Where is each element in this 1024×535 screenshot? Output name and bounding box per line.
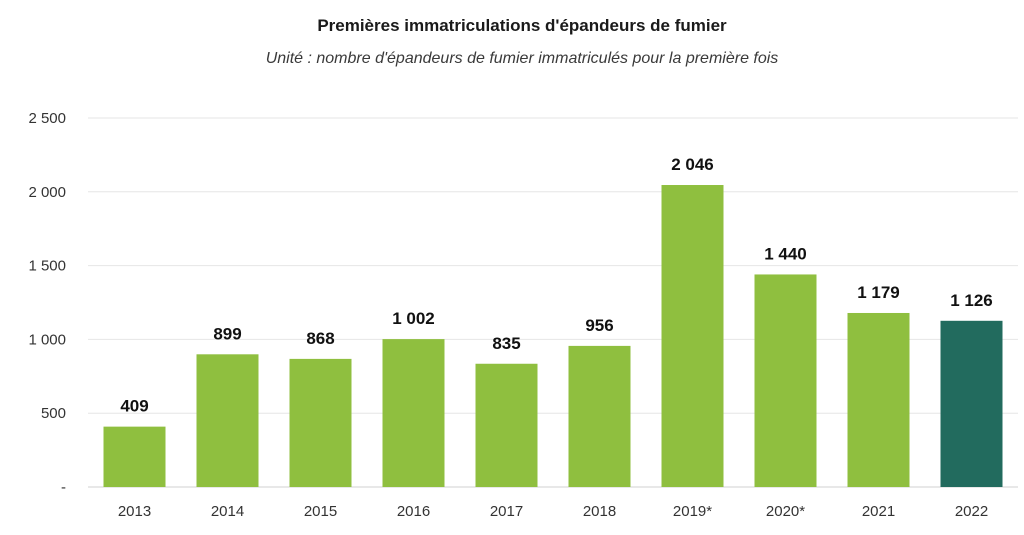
x-tick-label: 2014 xyxy=(211,503,244,520)
y-tick-label: 1 000 xyxy=(28,331,66,348)
bars xyxy=(103,185,1003,487)
x-tick-label: 2017 xyxy=(490,503,523,520)
data-label: 1 179 xyxy=(857,283,900,302)
bar xyxy=(940,320,1003,487)
y-tick-label: 2 000 xyxy=(28,184,66,201)
y-tick-label: 2 500 xyxy=(28,110,66,127)
data-label: 1 002 xyxy=(392,309,435,328)
chart-title: Premières immatriculations d'épandeurs d… xyxy=(317,16,727,35)
bar xyxy=(568,345,631,487)
x-tick-label: 2021 xyxy=(862,503,895,520)
value-labels: 409 899 868 1 002 835 956 2 046 1 440 1 179 1 126 xyxy=(120,155,992,416)
x-tick-label: 2013 xyxy=(118,503,151,520)
data-label: 956 xyxy=(585,316,613,335)
bar xyxy=(475,363,538,487)
bar xyxy=(289,358,352,487)
x-tick-label: 2016 xyxy=(397,503,430,520)
data-label: 868 xyxy=(306,329,334,348)
data-label: 2 046 xyxy=(671,155,714,174)
x-axis: 2013 2014 2015 2016 2017 2018 2019* 2020* 2021 20… xyxy=(118,503,988,520)
bar xyxy=(196,354,259,487)
bar xyxy=(382,339,445,487)
x-tick-label: 2022 xyxy=(955,503,988,520)
bar xyxy=(847,312,910,487)
data-label: 1 126 xyxy=(950,291,993,310)
y-tick-label: - xyxy=(61,479,66,496)
x-tick-label: 2019* xyxy=(673,503,712,520)
data-label: 1 440 xyxy=(764,244,807,263)
x-tick-label: 2015 xyxy=(304,503,337,520)
bar xyxy=(661,185,724,487)
data-label: 899 xyxy=(213,324,241,343)
bar xyxy=(754,274,817,487)
y-tick-label: 500 xyxy=(41,405,66,422)
data-label: 409 xyxy=(120,397,148,416)
x-tick-label: 2020* xyxy=(766,503,805,520)
data-label: 835 xyxy=(492,334,520,353)
y-tick-label: 1 500 xyxy=(28,258,66,275)
bar xyxy=(103,426,166,487)
chart-subtitle: Unité : nombre d'épandeurs de fumier imm… xyxy=(265,50,779,67)
y-axis: - 500 1 000 1 500 2 000 2 500 xyxy=(28,110,66,496)
x-tick-label: 2018 xyxy=(583,503,616,520)
